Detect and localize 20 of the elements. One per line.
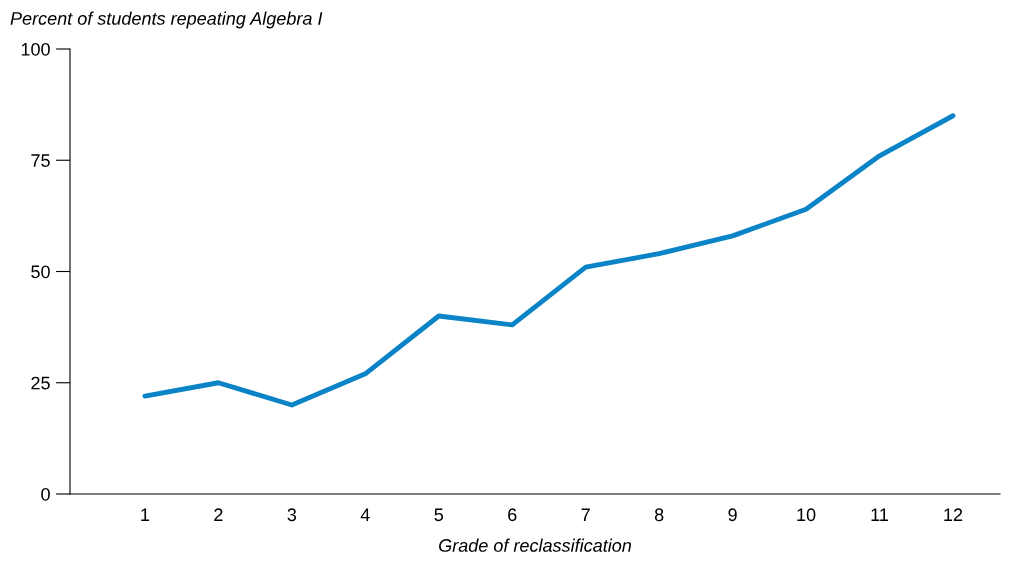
x-tick-label: 9 bbox=[728, 508, 737, 522]
x-tick-label: 8 bbox=[654, 508, 664, 522]
chart-title: Percent of students repeating Algebra I bbox=[10, 11, 323, 29]
x-tick-label: 5 bbox=[434, 508, 444, 522]
y-tick-label: 50 bbox=[31, 265, 50, 279]
x-tick-label: 12 bbox=[944, 508, 963, 521]
x-tick-label: 11 bbox=[871, 508, 889, 521]
x-tick-label: 3 bbox=[287, 508, 297, 522]
y-tick-label: 75 bbox=[31, 154, 50, 167]
x-tick-label: 4 bbox=[360, 508, 370, 521]
y-tick-label: 0 bbox=[41, 487, 50, 501]
y-tick-label: 25 bbox=[31, 376, 50, 390]
y-tick-label: 100 bbox=[21, 42, 50, 56]
x-tick-label: 1 bbox=[141, 508, 150, 521]
x-tick-label: 7 bbox=[581, 508, 590, 521]
line-series bbox=[142, 113, 956, 408]
x-tick-label: 10 bbox=[797, 508, 816, 522]
x-tick-label: 2 bbox=[214, 508, 223, 521]
x-tick-label: 6 bbox=[508, 508, 517, 522]
x-axis-title: Grade of reclassification bbox=[439, 538, 632, 552]
